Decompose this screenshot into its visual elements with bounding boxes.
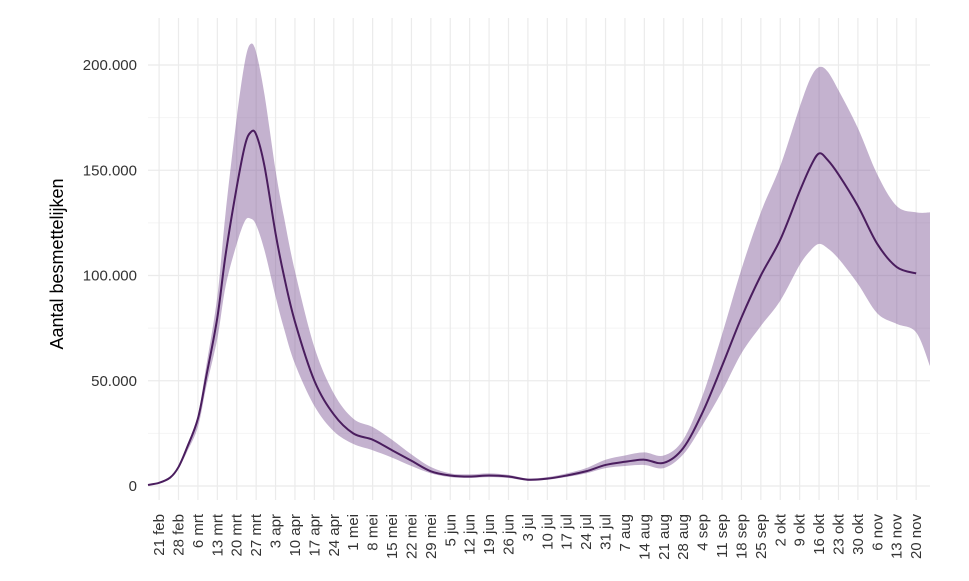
x-axis: 21 feb 28 feb 6 mrt 13 mrt 20 mrt 27 mrt 3 apr… <box>151 513 925 560</box>
x-tick-label: 25 sep <box>753 514 770 559</box>
y-axis-title: Aantal besmettelijken <box>47 178 67 349</box>
x-tick-label: 18 sep <box>733 514 750 559</box>
y-tick-label: 200.000 <box>83 57 137 74</box>
x-tick-label: 29 mei <box>423 514 440 559</box>
x-tick-label: 27 mrt <box>248 513 265 556</box>
x-tick-label: 5 jun <box>442 514 459 547</box>
x-tick-label: 1 mei <box>345 514 362 551</box>
x-tick-label: 2 okt <box>772 513 789 546</box>
x-tick-label: 23 okt <box>830 513 847 555</box>
grid <box>148 18 930 500</box>
x-tick-label: 21 feb <box>151 514 168 556</box>
x-tick-label: 17 apr <box>306 514 323 557</box>
x-tick-label: 6 mrt <box>190 513 207 548</box>
x-tick-label: 28 aug <box>675 514 692 560</box>
x-tick-label: 20 mrt <box>229 513 246 556</box>
x-tick-label: 24 apr <box>326 514 343 557</box>
x-tick-label: 3 jul <box>520 514 537 542</box>
x-tick-label: 10 jul <box>539 514 556 550</box>
x-tick-label: 3 apr <box>268 514 285 548</box>
x-tick-label: 12 jun <box>462 514 479 555</box>
x-tick-label: 20 nov <box>908 514 925 560</box>
x-tick-label: 13 mrt <box>209 513 226 556</box>
x-tick-label: 14 aug <box>636 514 653 560</box>
x-tick-label: 9 okt <box>792 513 809 546</box>
x-tick-label: 22 mei <box>403 514 420 559</box>
x-tick-label: 15 mei <box>384 514 401 559</box>
x-tick-label: 24 jul <box>578 514 595 550</box>
x-tick-label: 13 nov <box>889 514 906 560</box>
x-tick-label: 28 feb <box>171 514 188 556</box>
x-tick-label: 21 aug <box>656 514 673 560</box>
x-tick-label: 19 jun <box>481 514 498 555</box>
y-tick-label: 0 <box>129 478 137 495</box>
x-tick-label: 4 sep <box>695 514 712 551</box>
x-tick-label: 11 sep <box>714 514 731 558</box>
x-tick-label: 10 apr <box>287 514 304 557</box>
x-tick-label: 16 okt <box>811 513 828 555</box>
y-tick-label: 50.000 <box>91 373 137 390</box>
y-tick-label: 150.000 <box>83 162 137 179</box>
x-tick-label: 31 jul <box>598 514 615 550</box>
x-tick-label: 30 okt <box>850 513 867 555</box>
x-tick-label: 8 mei <box>365 514 382 551</box>
x-tick-label: 26 jun <box>500 514 517 555</box>
confidence-band <box>148 43 930 485</box>
x-tick-label: 7 aug <box>617 514 634 552</box>
y-axis: 0 50.000 100.000 150.000 200.000 <box>83 57 137 495</box>
x-tick-label: 17 jul <box>559 514 576 550</box>
series-line <box>147 129 917 486</box>
x-tick-label: 6 nov <box>869 514 886 551</box>
y-tick-label: 100.000 <box>83 268 137 285</box>
